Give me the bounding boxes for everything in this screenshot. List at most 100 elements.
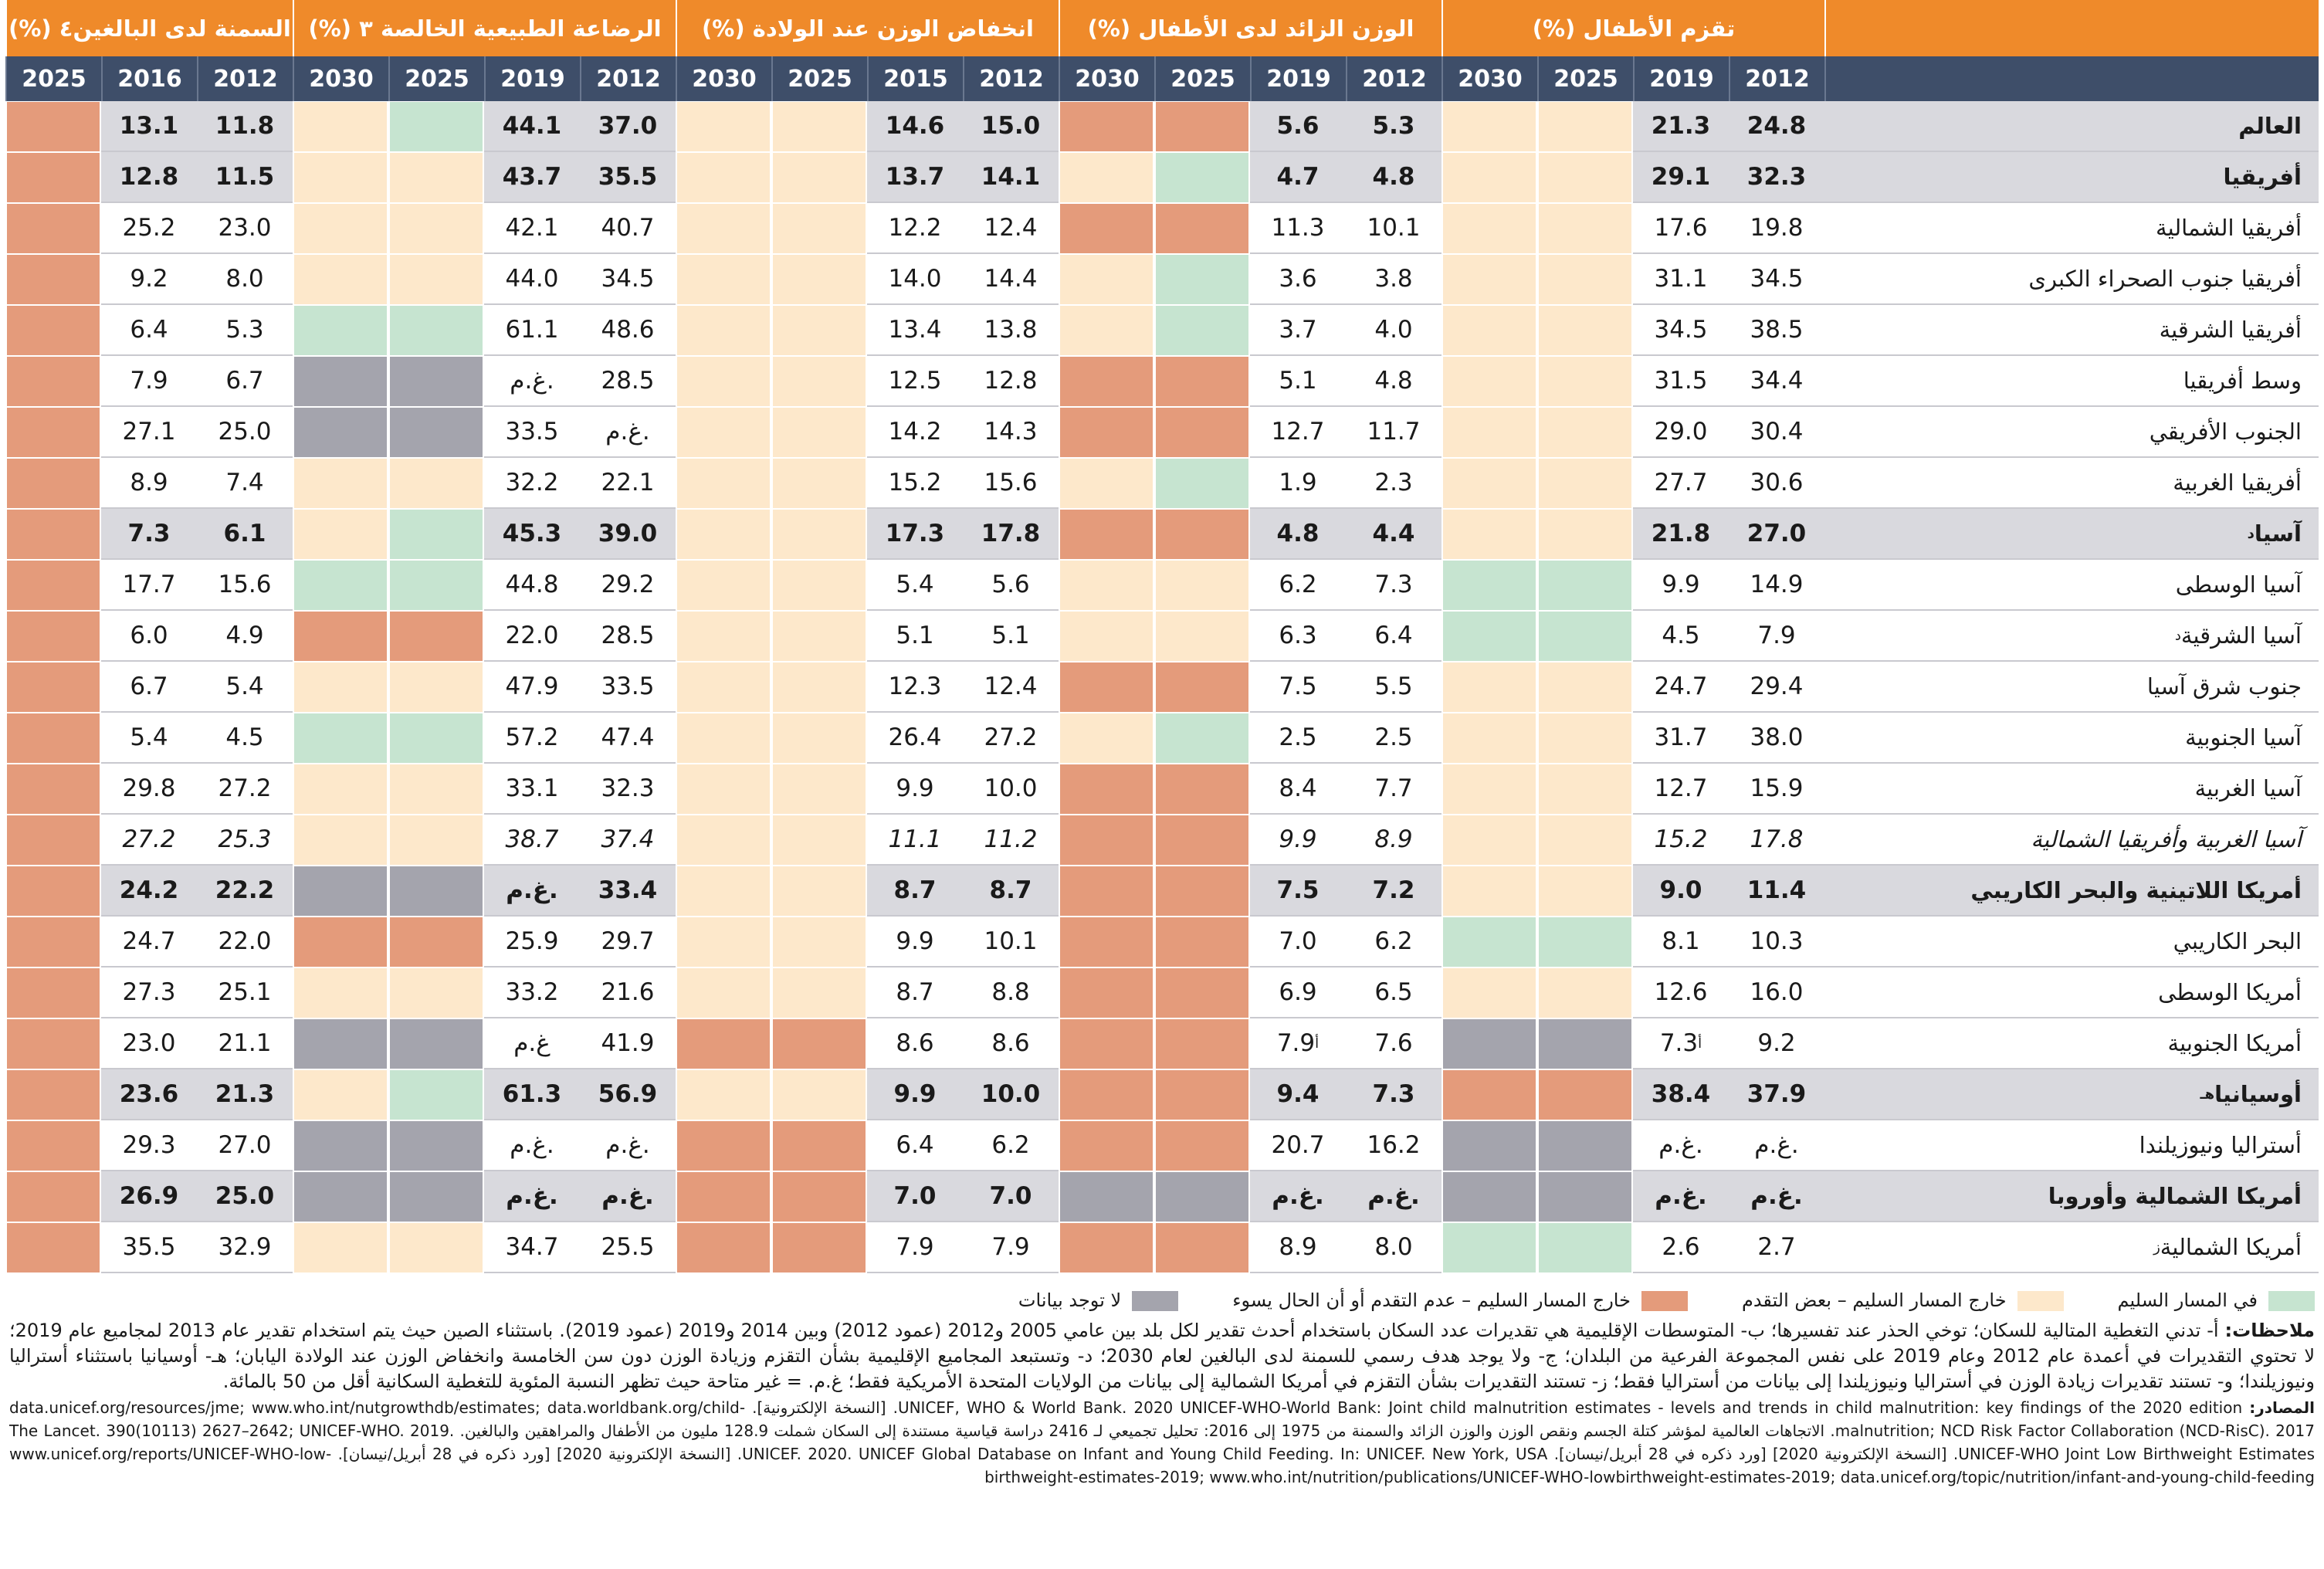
status-cell xyxy=(388,611,484,662)
status-cell xyxy=(5,1018,101,1069)
value-cell: 11.4 xyxy=(1729,866,1824,917)
value-text: 20.7 xyxy=(1271,1131,1325,1159)
status-cell xyxy=(1059,509,1154,560)
row-name-text: أوسيانيا xyxy=(2214,1081,2302,1107)
row-name-text: أمريكا الوسطى xyxy=(2158,979,2302,1005)
value-cell: غ.م. xyxy=(484,866,580,917)
notes-text: أ- تدني التغطية المتالية للسكان؛ توخي ال… xyxy=(9,1320,2316,1392)
status-cell xyxy=(5,254,101,305)
value-cell: 7.3 xyxy=(1346,560,1441,611)
status-cell xyxy=(676,560,771,611)
year-header: 2019 xyxy=(1250,56,1346,101)
value-cell: 29.7 xyxy=(580,917,676,967)
value-cell: 24.2 xyxy=(101,866,197,917)
status-cell xyxy=(293,305,388,356)
status-cell xyxy=(1537,509,1633,560)
status-cell xyxy=(1059,1120,1154,1171)
year-header: 2025 xyxy=(5,56,101,101)
legend: في المسار السليم خارج المسار السليم – بعض… xyxy=(9,1288,2315,1313)
value-cell: 6.9 xyxy=(1250,967,1346,1018)
value-text: 14.4 xyxy=(984,265,1038,293)
status-cell xyxy=(293,458,388,509)
value-cell: 15.0 xyxy=(963,101,1059,152)
status-cell xyxy=(676,1018,771,1069)
status-cell xyxy=(5,458,101,509)
data-table: تقزم الأطفال (%) 2012 2019 2025 2030 الوزن ال… xyxy=(5,0,2319,1273)
status-cell xyxy=(1154,203,1250,254)
value-cell: 6.4 xyxy=(1346,611,1441,662)
value-text: 15.6 xyxy=(218,571,272,598)
value-text: 4.0 xyxy=(1374,316,1413,344)
value-cell: 33.4 xyxy=(580,866,676,917)
value-cell: 40.7 xyxy=(580,203,676,254)
value-text: 15.9 xyxy=(1750,774,1804,802)
value-cell: 10.3 xyxy=(1729,917,1824,967)
value-text: 61.1 xyxy=(505,316,559,344)
status-cell xyxy=(676,764,771,815)
status-cell xyxy=(1059,611,1154,662)
value-text: 6.1 xyxy=(223,520,266,547)
status-cell xyxy=(388,1120,484,1171)
status-cell xyxy=(771,1222,867,1273)
value-text: 9.9 xyxy=(1662,571,1700,598)
row-name: آسيا د xyxy=(1824,509,2319,560)
row-name: أمريكا الجنوبية xyxy=(1824,1018,2319,1069)
value-cell: 37.0 xyxy=(580,101,676,152)
value-text: 12.2 xyxy=(888,214,942,242)
value-cell: 32.2 xyxy=(484,458,580,509)
value-cell: 13.4 xyxy=(867,305,963,356)
value-text: 3.7 xyxy=(1279,316,1317,344)
value-cell: 20.7 xyxy=(1250,1120,1346,1171)
status-cell xyxy=(676,1222,771,1273)
value-cell: 6.5 xyxy=(1346,967,1441,1018)
status-cell xyxy=(1154,1018,1250,1069)
value-cell: 14.4 xyxy=(963,254,1059,305)
value-cell: 27.2 xyxy=(197,764,293,815)
value-text: 34.5 xyxy=(1750,265,1804,293)
value-cell: 9.9 xyxy=(867,764,963,815)
status-cell xyxy=(388,1018,484,1069)
value-text: 17.6 xyxy=(1654,214,1708,242)
value-cell: 8.7 xyxy=(867,866,963,917)
value-cell: 24.7 xyxy=(1633,662,1729,713)
value-text: 23.0 xyxy=(218,214,272,242)
status-cell xyxy=(676,815,771,866)
status-cell xyxy=(1154,356,1250,407)
status-cell xyxy=(676,967,771,1018)
value-text: 38.7 xyxy=(505,825,559,853)
status-cell xyxy=(1537,356,1633,407)
status-cell xyxy=(1537,305,1633,356)
legend-label: لا توجد بيانات xyxy=(1018,1289,1122,1311)
value-cell: 38.7 xyxy=(484,815,580,866)
value-cell: 5.1 xyxy=(963,611,1059,662)
status-cell xyxy=(1154,866,1250,917)
status-cell xyxy=(1537,560,1633,611)
value-text: 9.9 xyxy=(893,1080,937,1108)
value-cell: 25.0 xyxy=(197,1171,293,1222)
value-text: غ.م. xyxy=(1655,1182,1707,1210)
value-cell: غ.م. xyxy=(1346,1171,1441,1222)
year-header: 2012 xyxy=(1346,56,1441,101)
status-cell xyxy=(1154,560,1250,611)
value-text: 27.2 xyxy=(122,825,176,853)
status-cell xyxy=(293,203,388,254)
value-text: 39.0 xyxy=(598,520,658,547)
value-text: 8.7 xyxy=(989,876,1032,904)
value-text: غ.م. xyxy=(1658,1131,1703,1159)
row-name: أفريقيا الغربية xyxy=(1824,458,2319,509)
status-cell xyxy=(1059,458,1154,509)
value-cell: 27.1 xyxy=(101,407,197,458)
status-cell xyxy=(1154,1069,1250,1120)
sources-label: المصادر: xyxy=(2249,1398,2315,1417)
row-name-text: آسيا الجنوبية xyxy=(2185,724,2302,751)
value-cell: 11.5 xyxy=(197,152,293,203)
value-text: 43.7 xyxy=(502,163,562,191)
value-text: 9.0 xyxy=(1659,876,1702,904)
status-cell xyxy=(771,458,867,509)
row-name-text: آسيا الوسطى xyxy=(2175,571,2302,598)
value-text: 35.5 xyxy=(598,163,658,191)
status-cell xyxy=(1441,356,1537,407)
value-cell: 21.3 xyxy=(1633,101,1729,152)
value-cell: 34.5 xyxy=(1633,305,1729,356)
value-text: 21.1 xyxy=(218,1029,272,1057)
